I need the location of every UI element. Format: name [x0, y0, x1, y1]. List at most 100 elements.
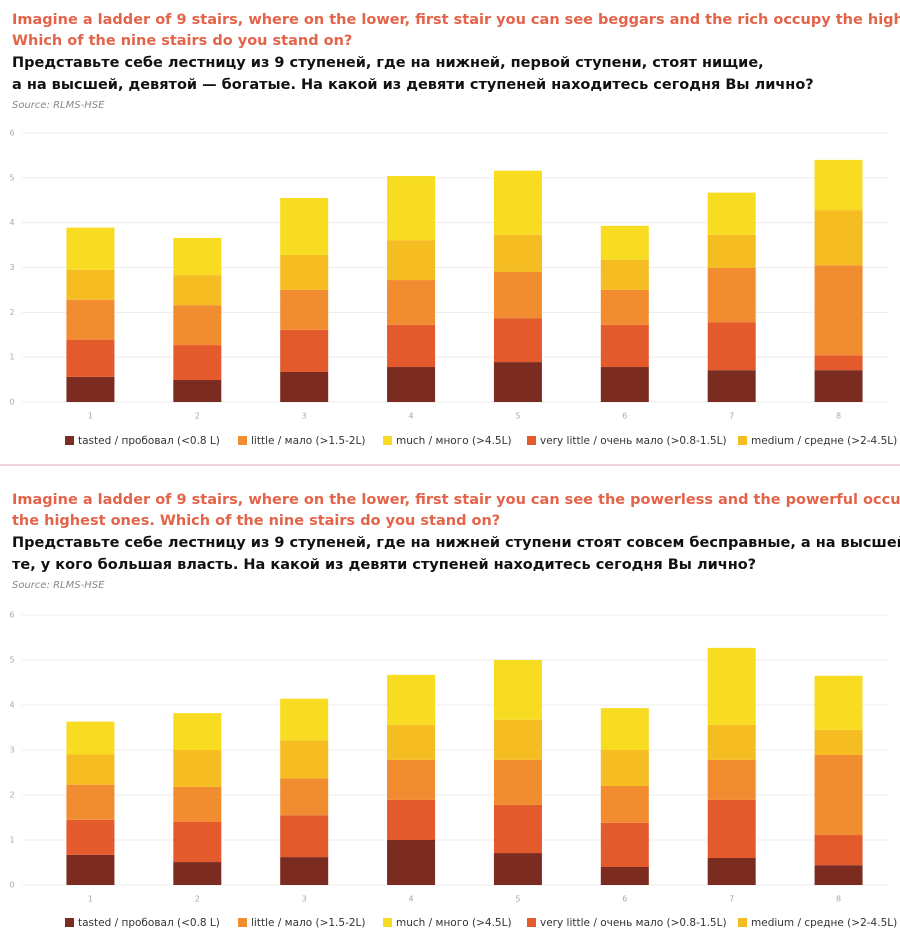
chart-title: Which of the nine stairs do you stand on… [12, 33, 352, 49]
bar-segment [814, 355, 863, 371]
bar-segment [280, 815, 329, 858]
bar-segment [173, 275, 222, 306]
bar-segment [707, 192, 756, 235]
bar-segment [280, 371, 329, 402]
legend-swatch [527, 918, 536, 927]
bar-segment [387, 324, 436, 368]
bar-segment [814, 159, 863, 211]
bar-segment [173, 237, 222, 276]
y-tick-label: 3 [9, 746, 14, 755]
bar-segment [66, 227, 115, 270]
bar-segment [814, 210, 863, 266]
x-tick-label: 2 [195, 895, 200, 904]
bar-segment [280, 698, 329, 741]
y-tick-label: 4 [9, 218, 14, 227]
bar-segment [493, 853, 542, 885]
legend-swatch [238, 436, 247, 445]
bar-segment [280, 198, 329, 255]
legend-swatch [383, 436, 392, 445]
bar-segment [173, 345, 222, 381]
x-tick-label: 8 [836, 895, 841, 904]
legend-label: medium / средне (>2-4.5L) [751, 435, 897, 447]
legend-label: tasted / пробовал (<0.8 L) [78, 435, 220, 447]
bar-segment [600, 259, 649, 290]
bar-segment [66, 376, 115, 402]
bar-segment [387, 674, 436, 725]
bar-segment [707, 267, 756, 323]
bar-segment [280, 254, 329, 290]
bar-segment [814, 265, 863, 356]
bar-segment [66, 854, 115, 885]
legend-label: very little / очень мало (>0.8-1.5L) [540, 917, 727, 929]
bar-segment [814, 370, 863, 402]
bar-segment [66, 784, 115, 820]
x-tick-label: 5 [515, 412, 520, 421]
y-tick-label: 5 [9, 173, 14, 182]
bar-segment [600, 750, 649, 786]
source: Source: RLMS-HSE [12, 100, 105, 111]
legend-swatch [65, 918, 74, 927]
bar-segment [173, 305, 222, 346]
bar-segment [387, 724, 436, 760]
bar-segment [173, 822, 222, 863]
chart-title: the highest ones. Which of the nine stai… [12, 513, 500, 529]
chart-title: Imagine a ladder of 9 stairs, where on t… [12, 492, 900, 508]
x-tick-label: 3 [302, 895, 307, 904]
bar-segment [493, 362, 542, 402]
bar-segment [493, 170, 542, 235]
bar-segment [387, 240, 436, 281]
y-tick-label: 4 [9, 701, 14, 710]
bar-segment [600, 225, 649, 260]
bar-segment [173, 786, 222, 822]
chart-subtitle: те, у кого большая власть. На какой из д… [12, 557, 756, 573]
bar-segment [280, 740, 329, 779]
bar-segment [493, 271, 542, 319]
legend-swatch [738, 436, 747, 445]
x-tick-label: 1 [88, 412, 93, 421]
legend-swatch [238, 918, 247, 927]
bar-segment [814, 754, 863, 836]
x-tick-label: 8 [836, 412, 841, 421]
bar-segment [707, 234, 756, 268]
x-tick-label: 4 [409, 895, 414, 904]
bar-segment [493, 234, 542, 272]
source: Source: RLMS-HSE [12, 580, 105, 591]
x-tick-label: 3 [302, 412, 307, 421]
y-tick-label: 6 [9, 129, 14, 138]
x-tick-label: 7 [729, 412, 734, 421]
bar-segment [280, 857, 329, 885]
x-tick-label: 6 [622, 412, 627, 421]
legend-label: medium / средне (>2-4.5L) [751, 917, 897, 929]
legend-swatch [527, 436, 536, 445]
x-tick-label: 4 [409, 412, 414, 421]
bar-segment [173, 862, 222, 885]
bar-segment [707, 724, 756, 760]
bar-segment [66, 819, 115, 855]
bar-segment [280, 329, 329, 372]
y-tick-label: 2 [9, 791, 14, 800]
bar-segment [66, 339, 115, 377]
bar-segment [600, 289, 649, 325]
bar-segment [814, 729, 863, 755]
bar-segment [814, 835, 863, 866]
x-tick-label: 5 [515, 895, 520, 904]
bar-segment [387, 759, 436, 800]
y-tick-label: 2 [9, 308, 14, 317]
bar-segment [707, 799, 756, 858]
bar-segment [707, 322, 756, 371]
bar-segment [600, 324, 649, 368]
bar-segment [66, 299, 115, 340]
x-tick-label: 6 [622, 895, 627, 904]
x-tick-label: 7 [729, 895, 734, 904]
legend-swatch [65, 436, 74, 445]
chart-subtitle: Представьте себе лестницу из 9 ступеней,… [12, 55, 764, 71]
bar-segment [707, 647, 756, 725]
bar-segment [173, 380, 222, 402]
y-tick-label: 1 [9, 836, 14, 845]
bar-segment [814, 675, 863, 730]
bar-segment [600, 367, 649, 402]
legend-label: much / много (>4.5L) [396, 435, 512, 447]
y-tick-label: 5 [9, 656, 14, 665]
bar-segment [387, 840, 436, 885]
y-tick-label: 0 [9, 398, 14, 407]
